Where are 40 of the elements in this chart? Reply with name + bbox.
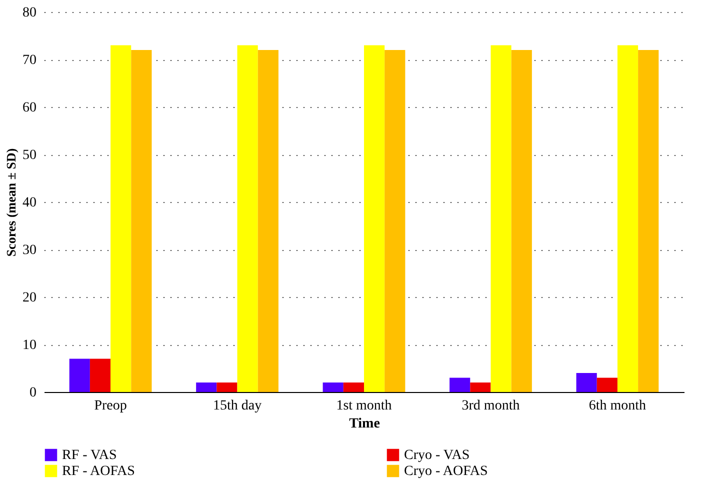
y-tick-label: 50 [22,148,36,163]
x-axis-title: Time [349,416,380,432]
bar [258,50,278,392]
y-tick-label: 40 [22,196,36,210]
bar [110,45,132,392]
legend-label: Cryo - AOFAS [404,464,488,479]
x-tick-label: 6th month [588,398,646,414]
bar [196,382,217,392]
bar [490,45,512,392]
x-tick-label: Preop [94,398,127,414]
y-tick-label: 80 [22,6,36,20]
y-tick-label: 60 [22,100,36,116]
x-tick-label: 15th day [212,398,262,414]
bar [131,50,152,392]
y-tick-label: 70 [22,53,36,68]
bar [343,382,364,392]
bar [638,50,659,392]
bar [617,45,638,392]
y-tick-label: 30 [22,243,36,258]
bar [322,382,344,392]
x-tick-label: 1st month [336,398,392,414]
y-axis-title: Scores (mean ± SD) [4,148,18,257]
y-tick-label: 20 [22,290,36,306]
bar [90,358,111,392]
y-tick-label: 10 [22,338,36,353]
legend-label: Cryo - VAS [404,448,470,463]
legend-label: RF - VAS [62,448,117,463]
y-tick-label: 0 [30,386,36,400]
bar [237,45,258,392]
bar [364,45,385,392]
bar [384,50,406,392]
bar [576,373,597,392]
bar [470,382,491,392]
bar [69,358,90,392]
bar [216,382,238,392]
bar [450,378,470,392]
bar [511,50,532,392]
legend-label: RF - AOFAS [62,464,135,479]
x-tick-label: 3rd month [462,398,520,414]
bar [596,378,618,392]
